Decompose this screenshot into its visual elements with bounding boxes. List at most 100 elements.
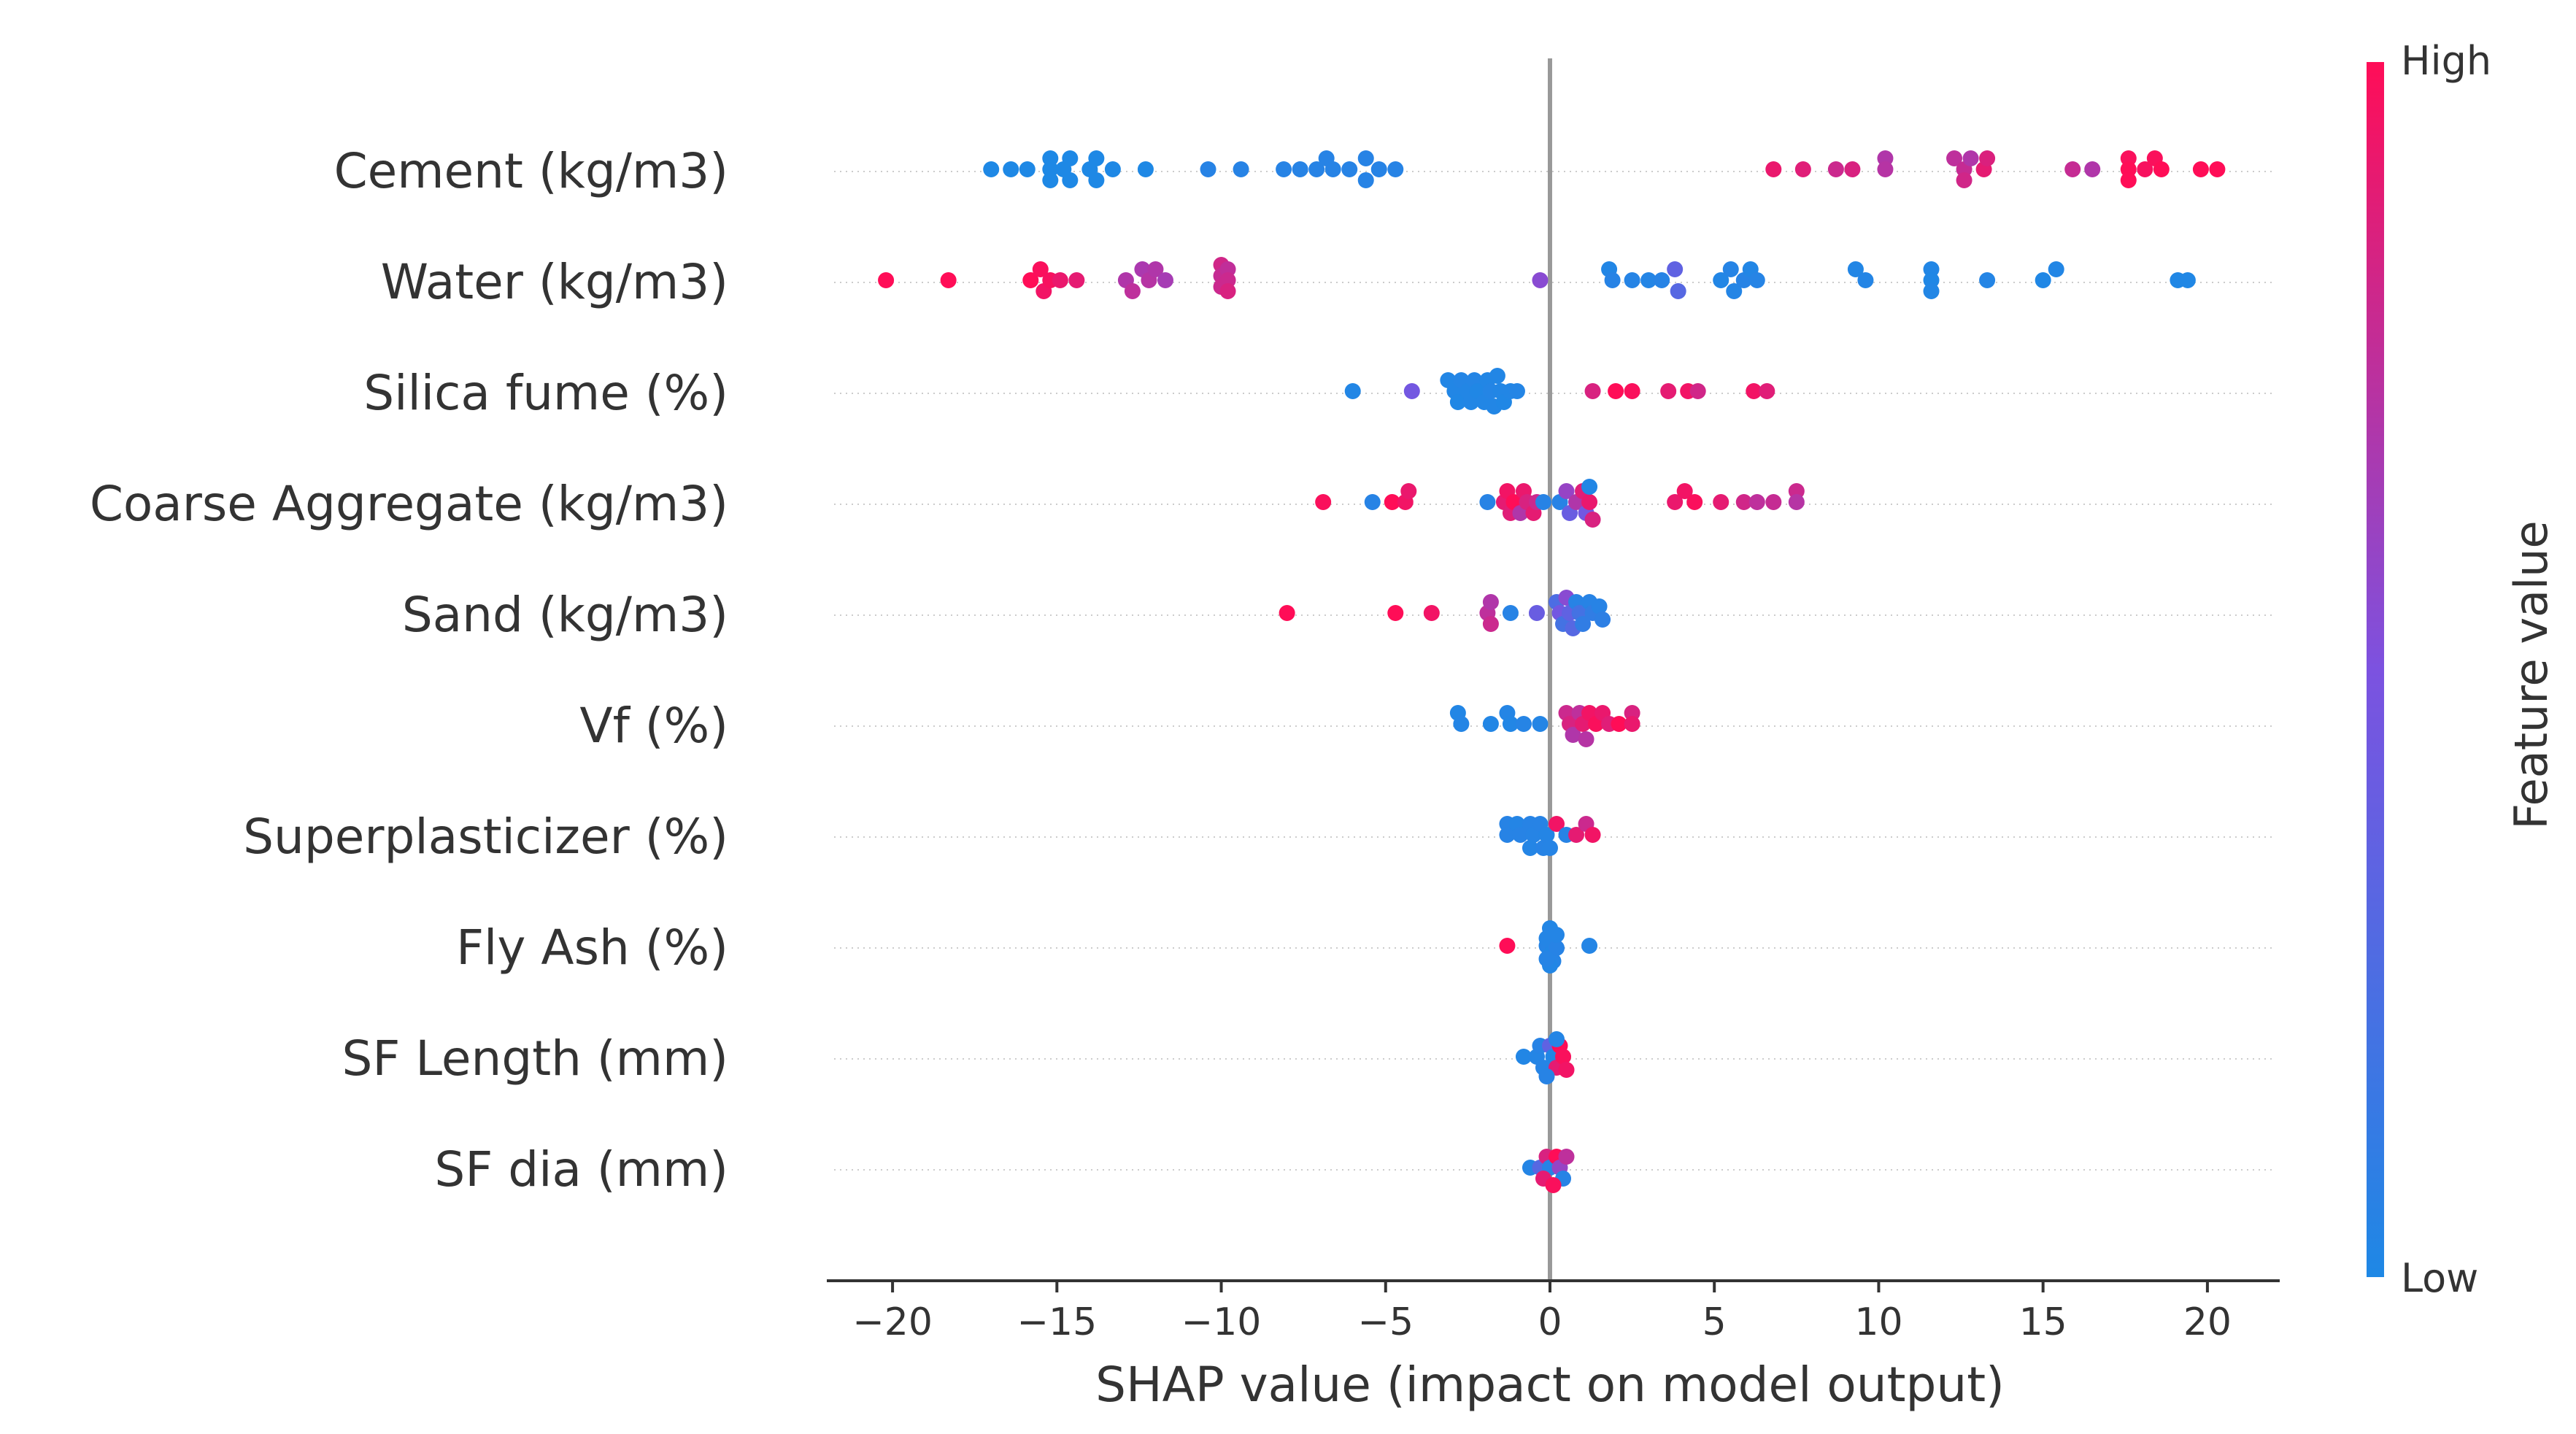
feature-labels: Cement (kg/m3) Water (kg/m3) Silica fume (…: [90, 143, 728, 1198]
data-points: [878, 150, 2226, 1193]
shap-point: [1565, 727, 1581, 743]
shap-point: [1052, 272, 1068, 288]
shap-point: [1788, 494, 1805, 510]
shap-point: [1979, 272, 1996, 288]
shap-point: [1535, 494, 1551, 510]
shap-point: [1502, 716, 1519, 732]
shap-point: [1584, 827, 1601, 843]
shap-point: [1042, 172, 1059, 188]
shap-point: [1549, 940, 1565, 956]
shap-point: [2035, 272, 2051, 288]
shap-point: [1538, 827, 1555, 843]
shap-point: [1538, 1068, 1555, 1084]
shap-point: [1591, 598, 1608, 614]
shap-point: [1667, 494, 1684, 510]
shap-point: [1558, 483, 1575, 499]
shap-point: [1667, 261, 1684, 277]
shap-point: [1956, 172, 1973, 188]
shap-point: [2153, 161, 2170, 177]
shap-point: [1200, 161, 1216, 177]
shap-point: [1292, 161, 1308, 177]
shap-point: [1979, 150, 1996, 166]
shap-point: [1423, 605, 1440, 621]
shap-point: [1827, 161, 1844, 177]
shap-point: [1003, 161, 1019, 177]
x-tick-label: −15: [1017, 1300, 1097, 1344]
shap-point: [2084, 161, 2101, 177]
shap-point: [1765, 161, 1782, 177]
shap-point: [1479, 494, 1496, 510]
shap-point: [1654, 272, 1670, 288]
shap-point: [1686, 494, 1703, 510]
feature-label: Cement (kg/m3): [334, 143, 728, 199]
shap-point: [1219, 283, 1236, 299]
feature-label: Silica fume (%): [363, 365, 728, 421]
shap-point: [1844, 161, 1861, 177]
shap-point: [1453, 716, 1470, 732]
shap-point: [1532, 272, 1549, 288]
shap-point: [1512, 827, 1529, 843]
colorbar-gradient: [2367, 62, 2384, 1277]
shap-point: [1735, 494, 1752, 510]
shap-point: [1558, 1149, 1575, 1165]
shap-point: [2048, 261, 2064, 277]
shap-point: [1713, 494, 1729, 510]
shap-point: [1508, 383, 1525, 399]
shap-point: [1581, 494, 1598, 510]
shap-point: [1748, 272, 1765, 288]
shap-point: [1857, 272, 1874, 288]
shap-point: [1581, 938, 1598, 954]
shap-point: [1482, 716, 1499, 732]
shap-point: [1555, 1049, 1572, 1065]
shap-point: [1759, 383, 1775, 399]
shap-point: [1276, 161, 1292, 177]
shap-point: [1449, 394, 1466, 410]
shap-point: [1549, 1031, 1565, 1047]
colorbar-title: Feature value: [2504, 520, 2558, 829]
shap-point: [1062, 150, 1079, 166]
shap-point: [1713, 272, 1729, 288]
shap-point: [1962, 150, 1979, 166]
shap-point: [2120, 172, 2137, 188]
shap-point: [1147, 261, 1164, 277]
shap-point: [1660, 383, 1677, 399]
shap-point: [1502, 605, 1519, 621]
shap-point: [2179, 272, 2196, 288]
shap-point: [940, 272, 957, 288]
shap-point: [1581, 479, 1598, 495]
feature-label: SF Length (mm): [342, 1030, 728, 1087]
feature-label: Vf (%): [579, 698, 728, 754]
x-tick-label: −20: [852, 1300, 933, 1344]
shap-point: [2064, 161, 2081, 177]
x-tick-label: −10: [1181, 1300, 1262, 1344]
feature-label: Fly Ash (%): [456, 920, 728, 976]
x-tick-label: 10: [1854, 1300, 1902, 1344]
shap-point: [1538, 951, 1555, 967]
shap-point: [1157, 272, 1173, 288]
shap-point: [1522, 840, 1538, 856]
shap-point: [1482, 594, 1499, 610]
shap-point: [2209, 161, 2226, 177]
colorbar-high-label: High: [2401, 38, 2491, 84]
shap-point: [1088, 150, 1105, 166]
x-axis-title: SHAP value (impact on model output): [1095, 1357, 2005, 1413]
x-tick-label: −5: [1357, 1300, 1414, 1344]
shap-point: [1584, 383, 1601, 399]
shap-point: [1387, 605, 1404, 621]
shap-point: [1722, 261, 1739, 277]
shap-point: [1387, 161, 1404, 177]
shap-point: [1400, 483, 1417, 499]
shap-point: [1104, 161, 1121, 177]
shap-point: [1370, 161, 1387, 177]
shap-point: [1604, 272, 1621, 288]
shap-point: [1364, 494, 1381, 510]
shap-point: [1357, 172, 1374, 188]
shap-point: [1594, 612, 1611, 628]
shap-point: [878, 272, 895, 288]
shap-point: [1578, 731, 1594, 747]
shap-point: [1624, 383, 1640, 399]
shap-point: [1088, 172, 1105, 188]
feature-label: Sand (kg/m3): [402, 587, 728, 643]
shap-point: [1748, 494, 1765, 510]
shap-point: [1765, 494, 1782, 510]
